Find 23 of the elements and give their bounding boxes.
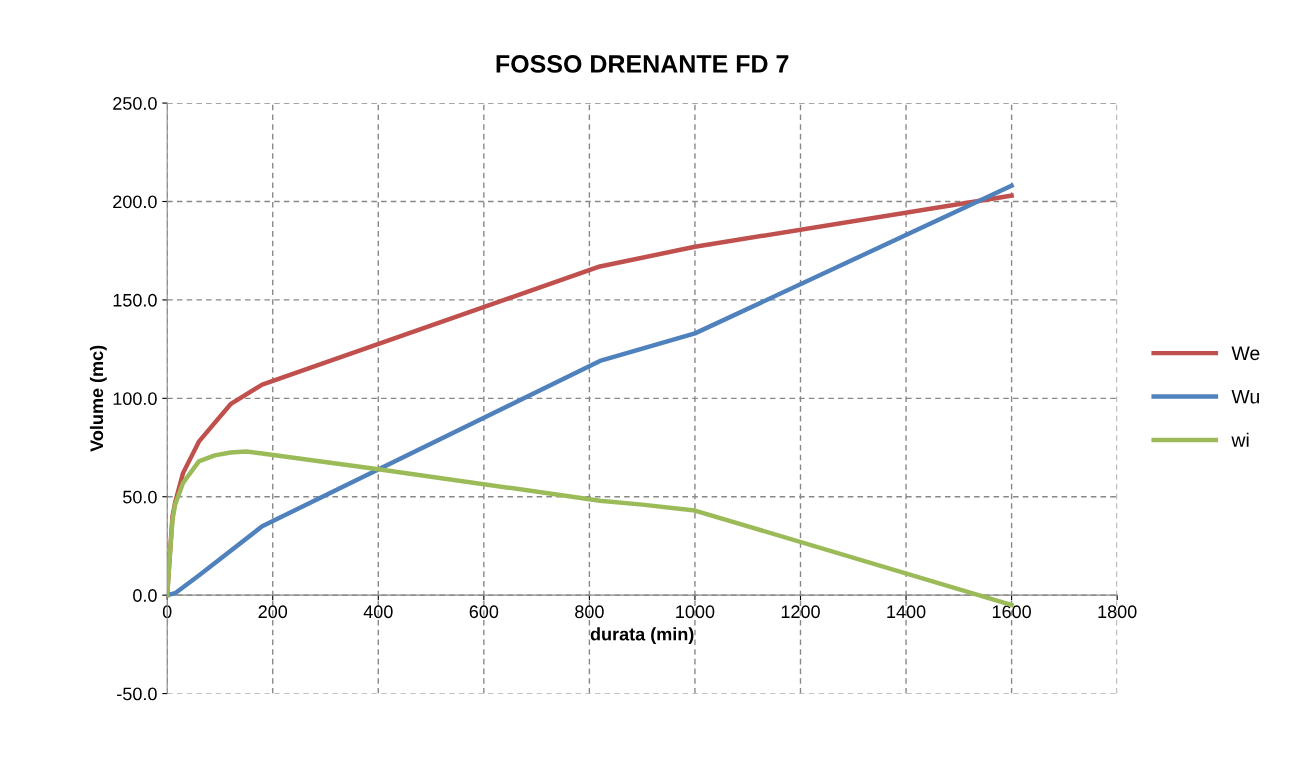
legend-label: Wu: [1231, 389, 1259, 404]
y-tick-label: 0.0: [133, 589, 157, 602]
x-axis-title: durata (min): [590, 627, 694, 645]
y-tick-label: -50.0: [117, 687, 157, 701]
y-tick-label: 200.0: [113, 195, 157, 209]
x-tick-label: 200: [258, 605, 288, 619]
x-tick-label: 800: [575, 605, 604, 619]
x-tick-label: 1400: [887, 605, 926, 619]
y-tick-label: 250.0: [113, 97, 157, 110]
x-tick-label: 1600: [992, 605, 1031, 619]
x-tick-label: 1200: [781, 605, 820, 619]
x-tick-label: 400: [363, 605, 393, 619]
y-tick-label: 50.0: [123, 490, 157, 504]
x-tick-label: 1000: [676, 605, 715, 619]
x-tick-label: 1800: [1098, 605, 1137, 619]
y-tick-label: 150.0: [113, 293, 157, 307]
legend-label: We: [1231, 346, 1260, 361]
x-tick-label: 0: [162, 605, 172, 619]
y-axis-title: Volume (mc): [89, 345, 107, 452]
x-tick-label: 600: [469, 605, 499, 619]
y-tick-label: 100.0: [113, 392, 157, 406]
chart-title: FOSSO DRENANTE FD 7: [496, 55, 789, 73]
legend-label: wi: [1231, 432, 1249, 447]
